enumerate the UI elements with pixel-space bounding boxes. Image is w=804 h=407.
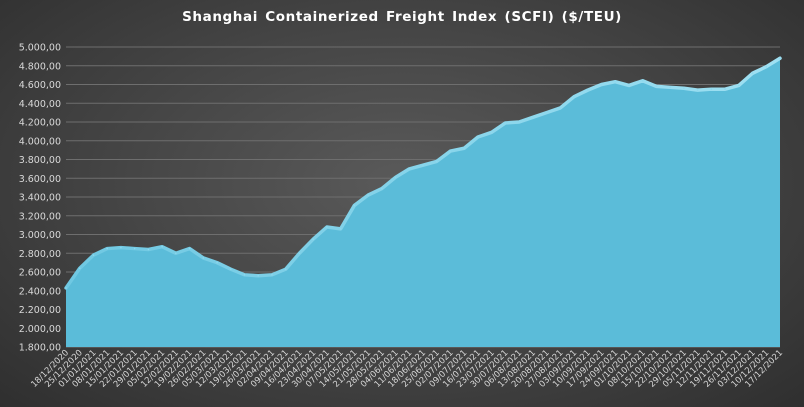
data-point (175, 252, 177, 255)
y-tick-label: 2.200,00 (19, 305, 61, 316)
y-tick-label: 4.400,00 (19, 99, 61, 110)
data-point (188, 247, 191, 250)
data-point (133, 247, 136, 250)
data-point (724, 88, 726, 90)
data-point (147, 248, 150, 251)
chart-title: Shanghai Containerized Freight Index (SC… (182, 9, 622, 25)
data-point (559, 107, 562, 109)
y-tick-label: 4.000,00 (19, 136, 61, 147)
data-point (518, 121, 520, 123)
data-point (614, 80, 617, 83)
data-point (490, 131, 493, 134)
data-point (545, 111, 548, 114)
data-point (381, 187, 383, 190)
data-point (298, 252, 301, 255)
y-tick-label: 5.000,00 (19, 43, 61, 54)
y-tick-label: 3.200,00 (19, 211, 61, 222)
data-point (353, 204, 356, 207)
data-point (655, 85, 658, 88)
data-point (92, 254, 95, 256)
y-tick-label: 2.600,00 (19, 268, 61, 279)
data-point (65, 287, 67, 289)
data-point (284, 268, 287, 270)
data-point (477, 136, 479, 138)
y-tick-label: 3.800,00 (19, 155, 61, 166)
data-point (229, 268, 232, 270)
data-point (120, 246, 122, 249)
data-point (710, 88, 713, 90)
series-area (66, 58, 780, 347)
data-point (751, 72, 754, 75)
y-tick-label: 2.400,00 (19, 286, 61, 297)
y-tick-label: 2.800,00 (19, 249, 61, 260)
y-tick-label: 3.000,00 (19, 230, 61, 241)
data-point (435, 160, 438, 163)
data-point (628, 84, 630, 87)
data-point (641, 79, 644, 82)
data-point (422, 164, 424, 166)
data-point (271, 274, 273, 276)
data-point (367, 194, 369, 196)
y-tick-label: 3.600,00 (19, 174, 61, 185)
data-point (683, 87, 685, 90)
data-point (216, 261, 218, 264)
data-point (765, 65, 768, 68)
y-tick-label: 4.800,00 (19, 61, 61, 72)
data-point (463, 147, 465, 150)
y-tick-label: 4.200,00 (19, 118, 61, 129)
data-point (504, 122, 507, 124)
data-point (532, 116, 534, 119)
y-tick-label: 1.800,00 (19, 343, 61, 354)
data-point (312, 238, 314, 240)
data-point (696, 89, 699, 91)
data-point (449, 150, 452, 152)
y-tick-label: 4.600,00 (19, 80, 61, 91)
data-point (106, 247, 108, 250)
data-point (669, 86, 671, 89)
data-point (408, 168, 411, 170)
data-point (394, 176, 397, 179)
data-point (202, 257, 205, 259)
data-point (257, 274, 260, 277)
data-point (161, 245, 163, 248)
data-point (738, 84, 740, 87)
data-point (586, 89, 589, 91)
data-point (243, 274, 246, 276)
data-point (600, 83, 603, 86)
data-point (326, 226, 328, 228)
data-point (339, 228, 342, 230)
data-point (78, 267, 81, 270)
y-tick-label: 2.000,00 (19, 324, 61, 335)
data-point (779, 57, 781, 60)
data-point (573, 95, 575, 98)
y-tick-label: 3.400,00 (19, 193, 61, 204)
